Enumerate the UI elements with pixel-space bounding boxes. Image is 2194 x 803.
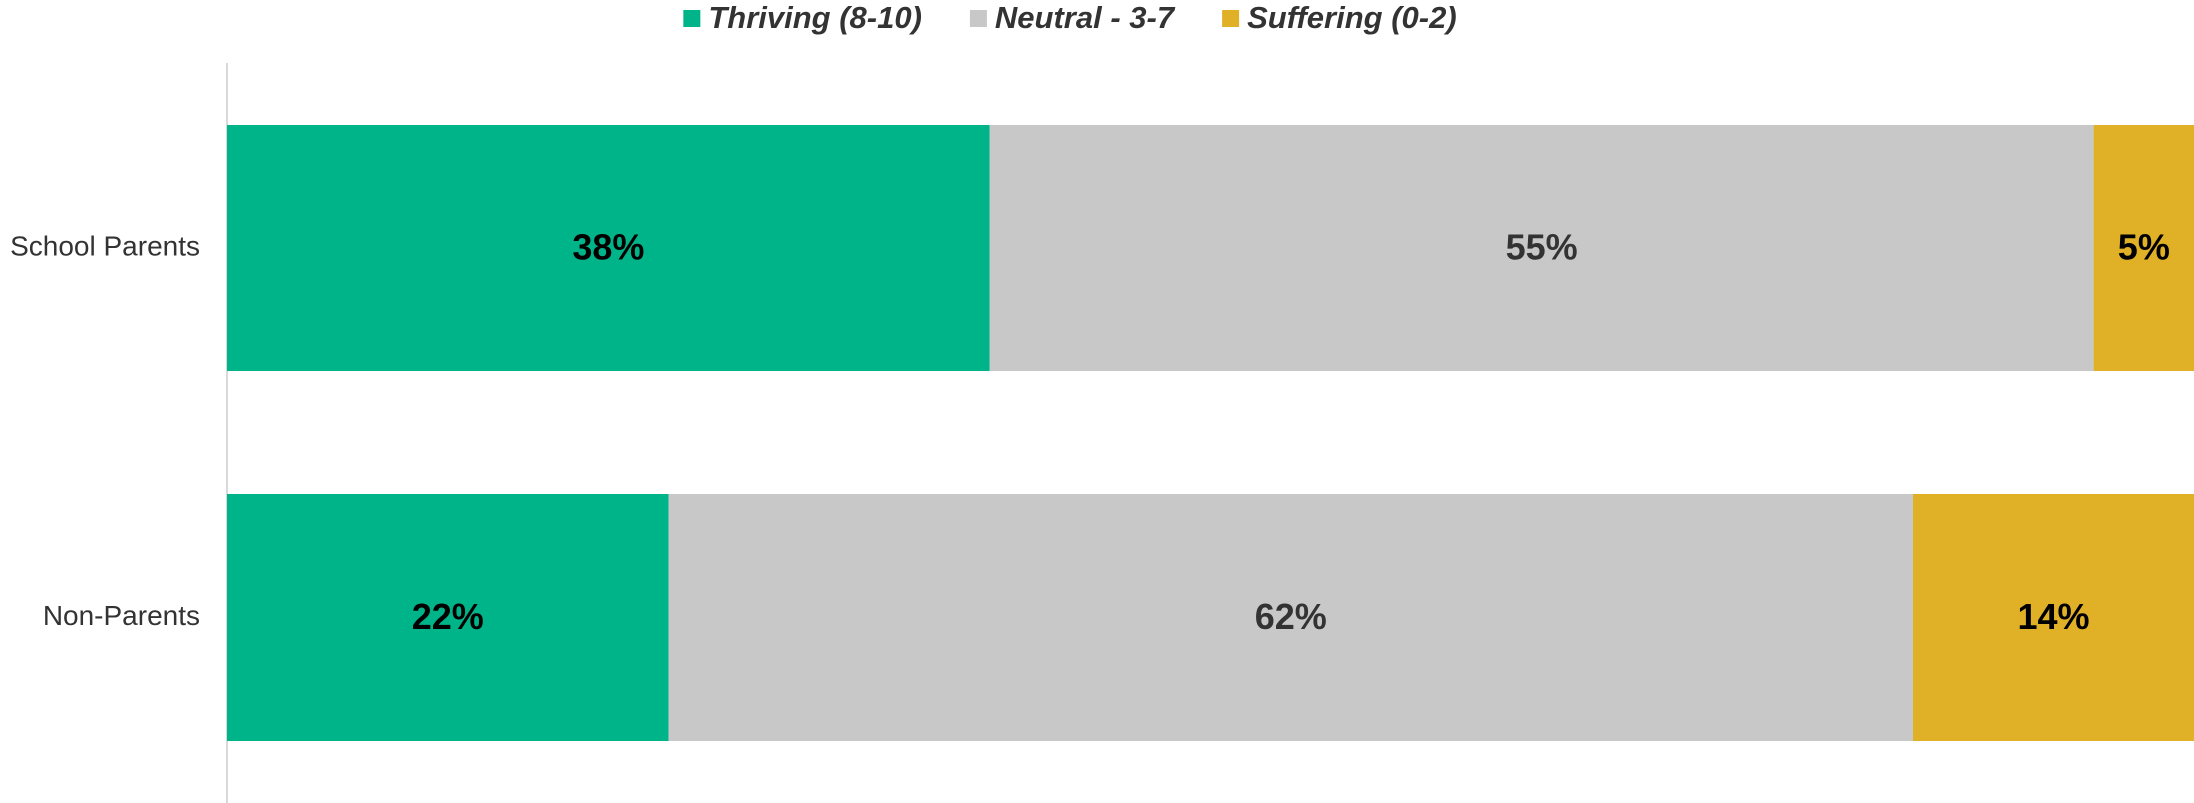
data-label: 14% (2017, 596, 2089, 637)
bar-segment (227, 125, 990, 371)
legend-label: Suffering (0-2) (1247, 0, 1457, 35)
legend-swatch (1222, 10, 1240, 27)
bar-segment (989, 125, 2094, 371)
bar-segment (2093, 125, 2194, 371)
bar-segment (668, 494, 1913, 741)
data-label: 38% (572, 227, 644, 268)
bar-segment (227, 494, 669, 741)
legend-label: Thriving (8-10) (708, 0, 922, 35)
category-label: School Parents (10, 230, 200, 261)
legend-swatch (683, 10, 701, 27)
data-label: 62% (1255, 596, 1327, 637)
legend-label: Neutral - 3-7 (995, 0, 1176, 35)
data-label: 55% (1506, 227, 1578, 268)
category-label: Non-Parents (43, 600, 200, 631)
data-label: 5% (2118, 227, 2170, 268)
legend-swatch (969, 10, 987, 27)
data-label: 22% (412, 596, 484, 637)
bar-segment (1913, 494, 2194, 741)
